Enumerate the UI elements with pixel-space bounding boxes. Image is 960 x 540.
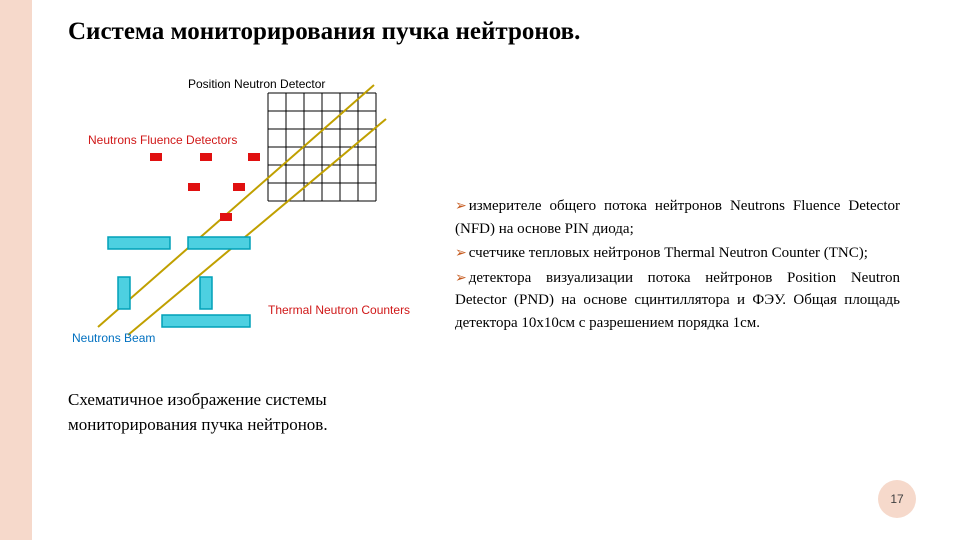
bullet-item: ➢детектора визуализации потока нейтронов… [455,267,900,335]
bullet-arrow-icon: ➢ [455,271,467,286]
bullet-text: измерителе общего потока нейтронов Neutr… [455,198,900,237]
accent-bar [0,0,32,540]
label-fluence-detectors: Neutrons Fluence Detectors [88,133,237,147]
bullet-list: ➢измерителе общего потока нейтронов Neut… [455,195,900,336]
bullet-text: счетчике тепловых нейтронов Thermal Neut… [469,245,868,261]
monitoring-diagram: Position Neutron Detector Neutrons Fluen… [68,75,448,355]
diagram-caption: Схематичное изображение системы монитори… [68,388,408,437]
page-title: Система мониторирования пучка нейтронов. [68,18,580,46]
label-position-detector: Position Neutron Detector [188,77,325,91]
label-thermal-counters: Thermal Neutron Counters [268,303,410,317]
bullet-arrow-icon: ➢ [455,199,467,214]
bullet-item: ➢измерителе общего потока нейтронов Neut… [455,195,900,240]
bullet-text: детектора визуализации потока нейтронов … [455,270,900,331]
label-neutrons-beam: Neutrons Beam [72,331,155,345]
slide: Система мониторирования пучка нейтронов.… [0,0,960,540]
bullet-item: ➢счетчике тепловых нейтронов Thermal Neu… [455,242,900,265]
bullet-arrow-icon: ➢ [455,246,467,261]
page-number-badge: 17 [878,480,916,518]
